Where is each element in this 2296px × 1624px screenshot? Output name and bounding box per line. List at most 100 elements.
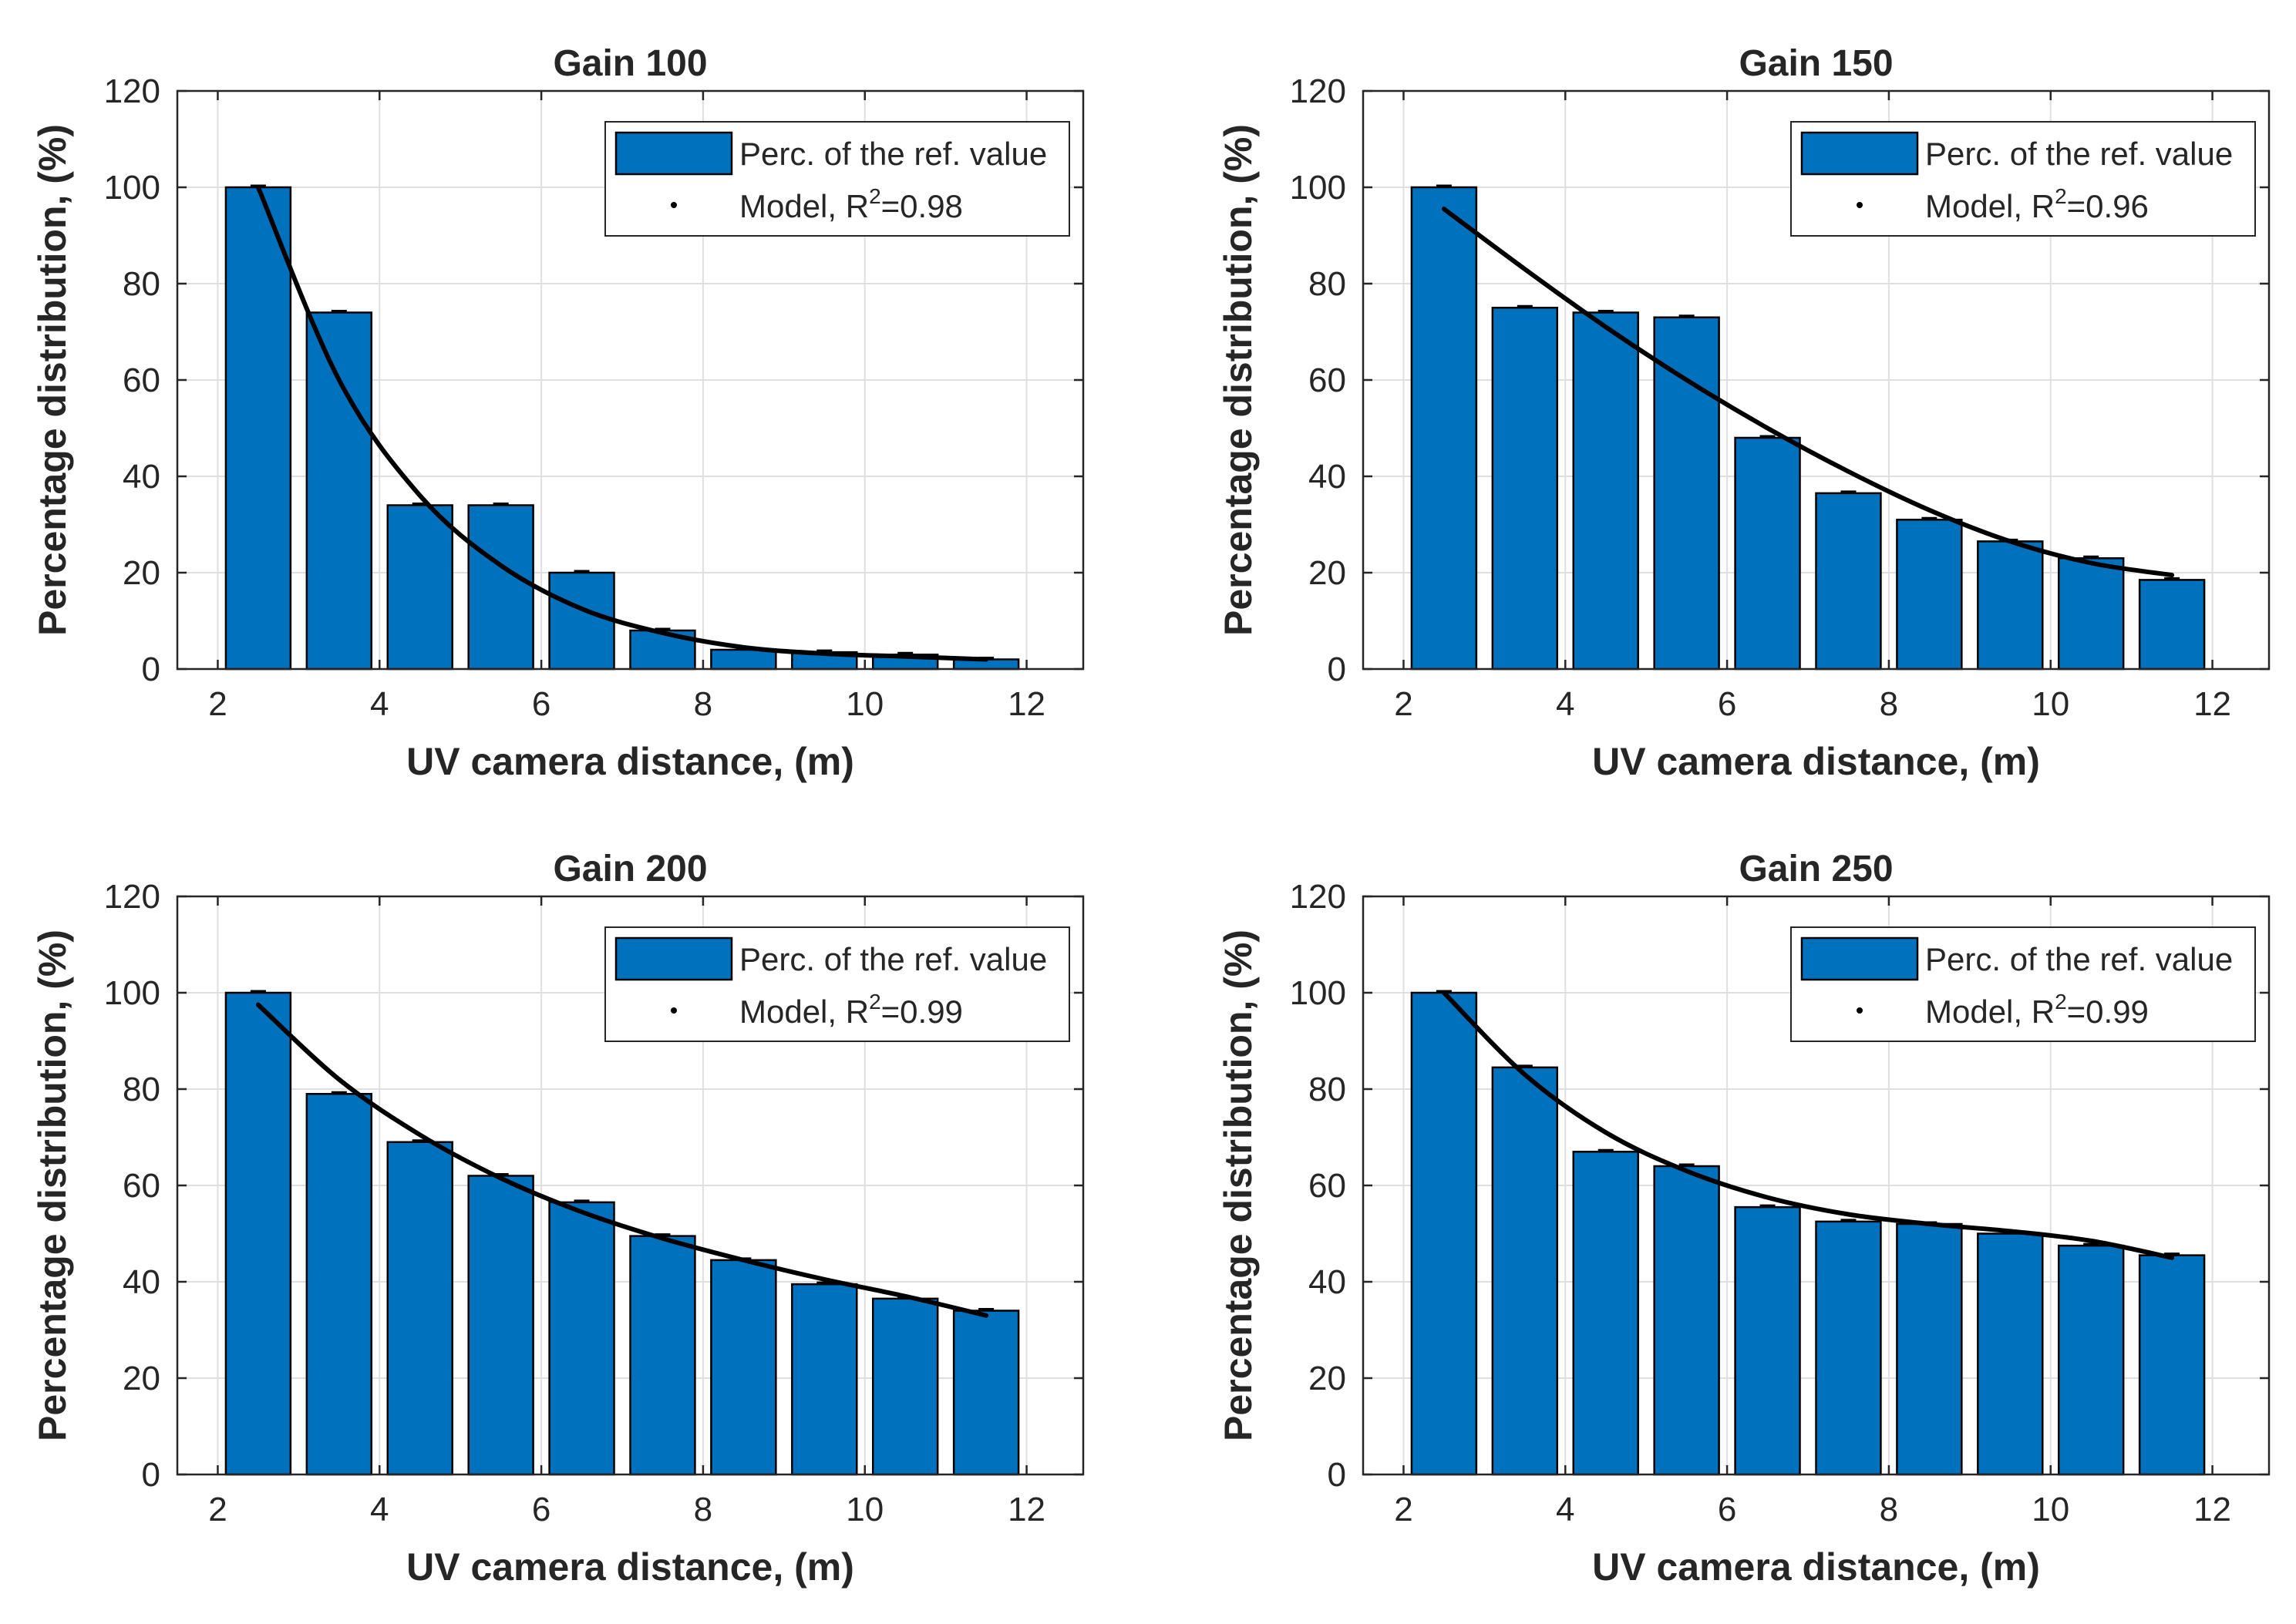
chart-4-legend-model-marker (1857, 1007, 1863, 1014)
chart-4-legend-bar-label: Perc. of the ref. value (1925, 941, 2233, 977)
chart-3-bar-2 (305, 1093, 373, 1476)
chart-1-model-line (255, 185, 989, 662)
chart-3-x-tick-label-8: 8 (694, 1491, 712, 1528)
chart-1-legend-model-prefix: Model, R (739, 188, 869, 224)
chart-3-x-tick-label-4: 4 (370, 1491, 389, 1528)
chart-4-bar-7 (1896, 1222, 1963, 1476)
chart-1-x-tick-label-6: 6 (532, 685, 550, 723)
chart-2-x-tick-label-8: 8 (1880, 685, 1898, 723)
chart-1-y-tick-label-60: 60 (123, 361, 160, 399)
chart-2-y-tick-label-0: 0 (1328, 651, 1346, 688)
chart-2-x-tick-label-2: 2 (1394, 685, 1412, 723)
chart-2-x-tick-label-6: 6 (1718, 685, 1736, 723)
chart-3-x-tick-label-10: 10 (846, 1491, 884, 1528)
chart-1-y-tick-label-120: 120 (104, 72, 160, 110)
chart-4-x-tick-label-12: 12 (2193, 1491, 2231, 1528)
chart-2-model-line (1441, 207, 2175, 578)
chart-2-legend-model-suffix: =0.96 (2067, 188, 2149, 224)
chart-3-x-tick-label-2: 2 (208, 1491, 227, 1528)
chart-3-bar-6 (629, 1235, 696, 1476)
chart-3-y-tick-label-20: 20 (123, 1360, 160, 1397)
chart-4-y-tick-label-0: 0 (1328, 1456, 1346, 1494)
chart-4-bar-10 (2138, 1254, 2206, 1476)
chart-1-x-axis-label: UV camera distance, (m) (406, 740, 854, 783)
chart-4-bar-9 (2057, 1244, 2125, 1476)
chart-2-x-tick-label-12: 12 (2193, 685, 2231, 723)
chart-3-bar-3 (386, 1141, 453, 1476)
chart-2-legend-model-sup: 2 (2055, 184, 2067, 208)
chart-2-legend-model-label: Model, R2=0.96 (1925, 184, 2149, 224)
chart-2-y-tick-label-60: 60 (1308, 361, 1346, 399)
chart-2-bar-5 (1734, 436, 1801, 671)
chart-3-x-axis-label: UV camera distance, (m) (406, 1545, 854, 1589)
chart-1-y-tick-label-100: 100 (104, 169, 160, 207)
chart-4-legend-bar-swatch (1800, 936, 1919, 981)
chart-4-bar-3 (1572, 1151, 1639, 1476)
chart-4-y-tick-label-60: 60 (1308, 1167, 1346, 1205)
chart-2-y-tick-label-20: 20 (1308, 554, 1346, 592)
chart-2-bar-10 (2138, 579, 2206, 671)
chart-1-y-tick-label-40: 40 (123, 458, 160, 496)
chart-2-y-tick-label-80: 80 (1308, 265, 1346, 303)
chart-1-legend-model-label: Model, R2=0.98 (739, 184, 963, 224)
chart-4-legend-model-sup: 2 (2055, 990, 2067, 1014)
chart-1-y-tick-label-0: 0 (142, 651, 160, 688)
chart-1-legend-model-suffix: =0.98 (881, 188, 963, 224)
chart-1-bar-1 (224, 186, 292, 671)
chart-2-legend-model-marker (1857, 202, 1863, 208)
chart-1-legend-bar-label: Perc. of the ref. value (739, 136, 1047, 172)
chart-2-bar-4 (1653, 316, 1720, 671)
chart-4-x-axis-label: UV camera distance, (m) (1592, 1545, 2040, 1589)
chart-1-x-tick-label-2: 2 (208, 685, 227, 723)
chart-2-y-axis-label: Percentage distribution, (%) (1217, 124, 1260, 636)
chart-3-legend-model-marker (671, 1007, 677, 1014)
chart-2-y-tick-label-120: 120 (1290, 72, 1346, 110)
chart-3-y-axis-label: Percentage distribution, (%) (31, 930, 74, 1441)
chart-1-bar-7 (710, 648, 777, 671)
chart-4-y-axis-label: Percentage distribution, (%) (1217, 930, 1260, 1441)
chart-4-x-tick-label-8: 8 (1880, 1491, 1898, 1528)
chart-3-x-tick-label-6: 6 (532, 1491, 550, 1528)
chart-1-legend-model-marker (671, 202, 677, 208)
chart-1-x-tick-label-10: 10 (846, 685, 884, 723)
chart-2-bar-6 (1815, 492, 1882, 671)
chart-1-x-tick-label-8: 8 (694, 685, 712, 723)
chart-2-bar-8 (1977, 540, 2044, 671)
chart-4-legend-model-label: Model, R2=0.99 (1925, 990, 2149, 1030)
chart-2-bar-9 (2057, 557, 2125, 671)
chart-3-y-tick-label-100: 100 (104, 974, 160, 1012)
chart-4-x-tick-label-4: 4 (1556, 1491, 1574, 1528)
chart-2-legend-bar-label: Perc. of the ref. value (1925, 136, 2233, 172)
chart-3-y-tick-label-80: 80 (123, 1071, 160, 1108)
chart-1-title: Gain 100 (553, 43, 707, 84)
chart-1-y-tick-label-20: 20 (123, 554, 160, 592)
chart-4-bar-6 (1815, 1220, 1882, 1476)
chart-1-x-tick-label-12: 12 (1008, 685, 1045, 723)
chart-2-legend-model-prefix: Model, R (1925, 188, 2055, 224)
chart-3-legend-bar-swatch (614, 936, 733, 981)
chart-4-bar-5 (1734, 1205, 1801, 1476)
chart-4-legend-model-suffix: =0.99 (2067, 994, 2149, 1030)
chart-3-y-tick-label-60: 60 (123, 1167, 160, 1205)
chart-4-y-tick-label-120: 120 (1290, 878, 1346, 916)
chart-3-x-tick-label-12: 12 (1008, 1491, 1045, 1528)
chart-2-x-tick-label-10: 10 (2032, 685, 2069, 723)
chart-2-title: Gain 150 (1739, 43, 1893, 84)
chart-4-y-tick-label-80: 80 (1308, 1071, 1346, 1108)
chart-3-legend-bar-label: Perc. of the ref. value (739, 941, 1047, 977)
chart-2-legend-bar-swatch (1800, 131, 1919, 176)
chart-3-title: Gain 200 (553, 849, 707, 889)
chart-3-model-line (255, 1002, 989, 1318)
chart-2-x-axis-label: UV camera distance, (m) (1592, 740, 2040, 783)
chart-3-legend-model-prefix: Model, R (739, 994, 869, 1030)
chart-1-bar-5 (548, 571, 615, 671)
chart-4-bar-4 (1653, 1165, 1720, 1476)
chart-3-bar-4 (467, 1175, 534, 1476)
chart-4-x-tick-label-10: 10 (2032, 1491, 2069, 1528)
chart-1-bar-4 (467, 504, 534, 671)
chart-3-legend-model-label: Model, R2=0.99 (739, 990, 963, 1030)
chart-3-bar-1 (224, 991, 292, 1476)
